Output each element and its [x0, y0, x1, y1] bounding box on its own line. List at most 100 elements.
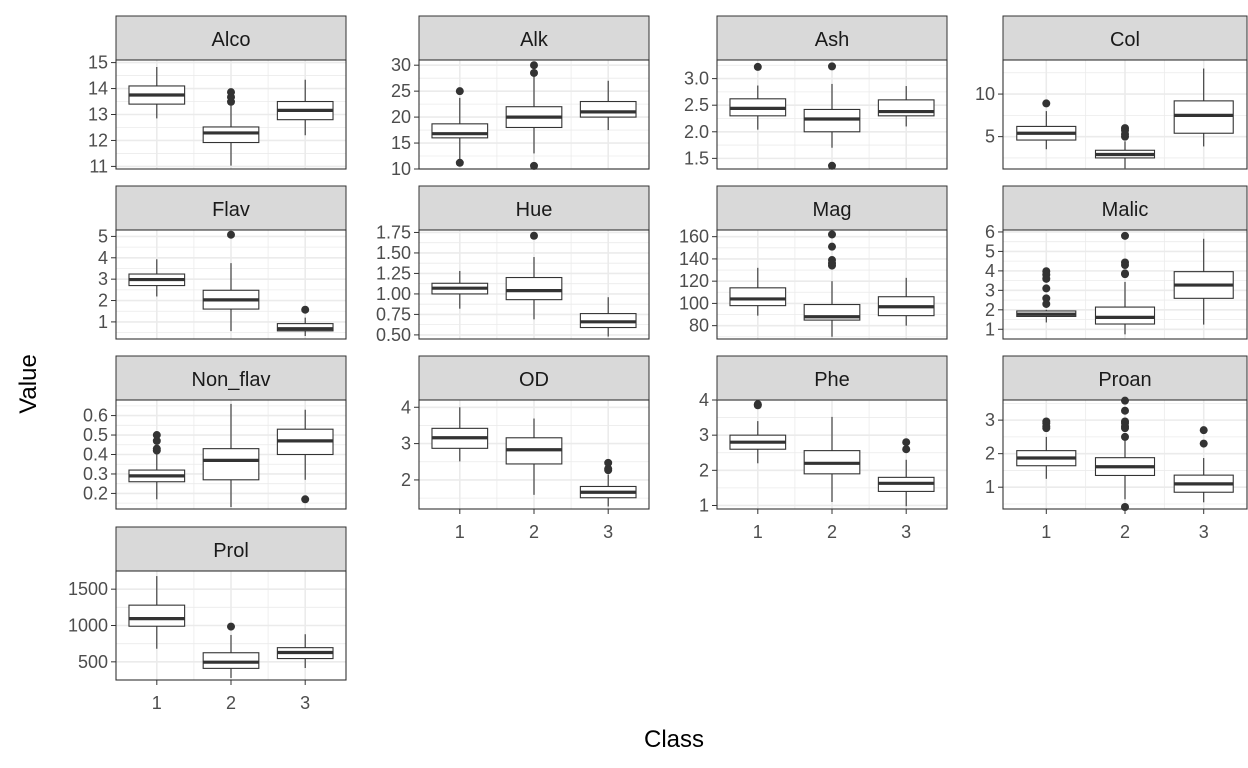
- box-class-3: [276, 409, 334, 504]
- y-tick-label: 12: [88, 130, 108, 150]
- facet-strip: [115, 355, 347, 401]
- facet-title: Non_flav: [192, 369, 271, 391]
- box-class-1: [1016, 417, 1077, 479]
- box-class-3: [276, 634, 334, 669]
- outlier-point: [604, 458, 613, 467]
- x-tick-label: 2: [226, 693, 236, 713]
- y-tick-label: 2.5: [684, 95, 709, 115]
- facet-title: Col: [1110, 29, 1140, 51]
- y-tick-label: 4: [985, 261, 995, 281]
- y-tick-label: 4: [699, 390, 709, 410]
- x-tick-label: 3: [1199, 522, 1209, 542]
- y-tick-label: 1500: [68, 579, 108, 599]
- outlier-point: [828, 230, 836, 239]
- y-tick-label: 0.50: [376, 325, 411, 345]
- box-class-2: [803, 416, 861, 502]
- box-iqr: [505, 276, 563, 301]
- y-tick-label: 1: [985, 319, 995, 339]
- box-class-2: [803, 230, 861, 337]
- facet-panel-hue: Hue 0.500.751.001.251.501.75: [376, 185, 650, 345]
- y-tick-label: 5: [985, 127, 995, 147]
- outlier-point: [604, 466, 613, 475]
- outlier-point: [152, 446, 161, 455]
- y-tick-label: 10: [975, 84, 995, 104]
- outlier-point: [1121, 396, 1129, 405]
- facet-strip: [418, 185, 650, 231]
- outlier-point: [227, 622, 235, 631]
- facet-panel-ash: Ash 1.5 2.0 2.5 3.0: [684, 15, 948, 170]
- box-class-3: [276, 79, 334, 136]
- outlier-point: [1121, 130, 1129, 139]
- outlier-point: [1121, 124, 1129, 133]
- box-iqr: [1094, 306, 1156, 325]
- y-tick-label: 120: [679, 271, 709, 291]
- x-tick-label: 2: [1120, 522, 1130, 542]
- facet-title: Ash: [815, 29, 849, 51]
- facet-strip: [418, 15, 650, 61]
- y-tick-label: 6: [985, 222, 995, 242]
- outlier-point: [1121, 424, 1129, 433]
- y-tick-label: 4: [401, 397, 411, 417]
- box-class-3: [877, 277, 935, 326]
- box-class-3: [276, 305, 334, 337]
- facet-strip: [115, 526, 347, 572]
- outlier-point: [902, 445, 911, 454]
- y-tick-label: 3.0: [684, 69, 709, 89]
- y-tick-label: 15: [391, 133, 411, 153]
- box-class-1: [128, 431, 186, 500]
- outlier-point: [227, 230, 235, 239]
- y-tick-label: 1000: [68, 616, 108, 636]
- outlier-point: [1042, 284, 1051, 293]
- y-tick-label: 1: [98, 312, 108, 332]
- box-class-1: [1016, 99, 1077, 150]
- y-tick-label: 1: [699, 495, 709, 515]
- y-tick-label: 10: [391, 159, 411, 179]
- box-class-1: [1016, 267, 1077, 323]
- facet-strip: [1002, 15, 1248, 61]
- y-tick-label: 1.5: [684, 148, 709, 168]
- y-tick-label: 0.3: [83, 464, 108, 484]
- facet-title: Phe: [814, 369, 850, 391]
- panel-border: [115, 399, 347, 510]
- outlier-point: [530, 61, 538, 70]
- y-tick-label: 11: [89, 156, 108, 176]
- box-class-1: [128, 67, 186, 119]
- outlier-point: [753, 401, 762, 410]
- y-tick-label: 2: [985, 444, 995, 464]
- facet-panel-alco: Alco 11 12 13 14 15: [88, 15, 347, 176]
- y-tick-label: 1.75: [376, 222, 411, 242]
- y-tick-label: 3: [985, 280, 995, 300]
- outlier-point: [530, 231, 538, 240]
- outlier-point: [753, 62, 762, 71]
- facet-title: Flav: [212, 199, 250, 221]
- y-tick-label: 1: [985, 477, 995, 497]
- outlier-point: [1042, 294, 1051, 303]
- y-tick-label: 0.6: [83, 406, 108, 426]
- facet-panel-col: Col 5 10: [975, 15, 1248, 170]
- facet-title: Malic: [1102, 199, 1149, 221]
- outlier-point: [1042, 274, 1051, 283]
- facet-panel-proan: Proan 1 2 3 1 2 3: [985, 355, 1248, 542]
- outlier-point: [1042, 299, 1051, 308]
- box-class-3: [1173, 238, 1234, 325]
- y-tick-label: 2.0: [684, 122, 709, 142]
- y-tick-label: 140: [679, 249, 709, 269]
- outlier-point: [828, 161, 836, 170]
- y-tick-label: 1.50: [376, 243, 411, 263]
- box-class-2: [803, 62, 861, 170]
- panel-border: [716, 229, 948, 340]
- outlier-point: [530, 161, 538, 170]
- box-class-3: [877, 438, 935, 507]
- y-tick-label: 5: [98, 226, 108, 246]
- box-class-1: [431, 270, 489, 309]
- outlier-point: [1121, 261, 1129, 270]
- box-class-1: [431, 407, 489, 462]
- outlier-point: [530, 68, 538, 77]
- y-tick-label: 3: [985, 410, 995, 430]
- y-tick-label: 3: [699, 425, 709, 445]
- outlier-point: [152, 431, 161, 440]
